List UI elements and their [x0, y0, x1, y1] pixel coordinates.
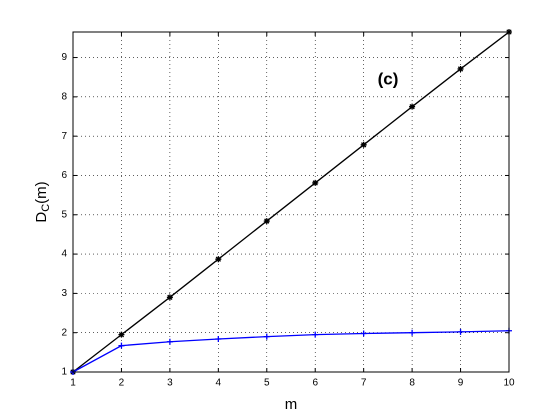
point-marker [360, 141, 367, 148]
x-tick-label: 1 [70, 378, 76, 389]
x-axis-label: m [285, 396, 298, 413]
point-marker [118, 331, 125, 338]
point-marker [457, 65, 464, 72]
point-marker [166, 294, 173, 301]
axes-box [72, 31, 510, 373]
point-marker [118, 342, 125, 349]
y-tick-label: 4 [61, 249, 67, 260]
x-tick-label: 4 [216, 378, 222, 389]
point-marker [263, 218, 270, 225]
point-marker [312, 179, 319, 186]
x-tick-label: 2 [119, 378, 125, 389]
x-tick-label: 5 [264, 378, 270, 389]
x-tick-label: 8 [409, 378, 415, 389]
annotation: (c) [378, 69, 399, 88]
y-tick-label: 8 [61, 91, 67, 102]
x-tick-label: 10 [503, 378, 515, 389]
y-tick-label: 9 [61, 52, 67, 63]
series-line [72, 330, 510, 373]
point-marker [360, 330, 367, 337]
y-tick-label: 1 [61, 367, 67, 378]
point-marker [409, 103, 416, 110]
y-tick-label: 7 [61, 131, 67, 142]
plot-area [70, 29, 512, 375]
point-marker [166, 338, 173, 345]
x-tick-label: 6 [312, 378, 318, 389]
y-label-sub: C [40, 204, 52, 212]
y-label-tail: (m) [33, 181, 50, 204]
point-marker [457, 328, 464, 335]
y-tick-label: 6 [61, 170, 67, 181]
x-tick-label: 9 [458, 378, 464, 389]
point-marker [263, 333, 270, 340]
point-marker [312, 331, 319, 338]
x-tick-label: 3 [167, 378, 173, 389]
y-label-main: D [33, 212, 50, 223]
y-tick-label: 5 [61, 209, 67, 220]
point-marker [215, 256, 222, 263]
x-tick-label: 7 [361, 378, 367, 389]
point-marker [215, 335, 222, 342]
point-marker [409, 329, 416, 336]
series-line [72, 31, 510, 373]
y-tick-label: 2 [61, 327, 67, 338]
y-tick-label: 3 [61, 288, 67, 299]
y-axis-label: DC(m) [33, 181, 52, 222]
